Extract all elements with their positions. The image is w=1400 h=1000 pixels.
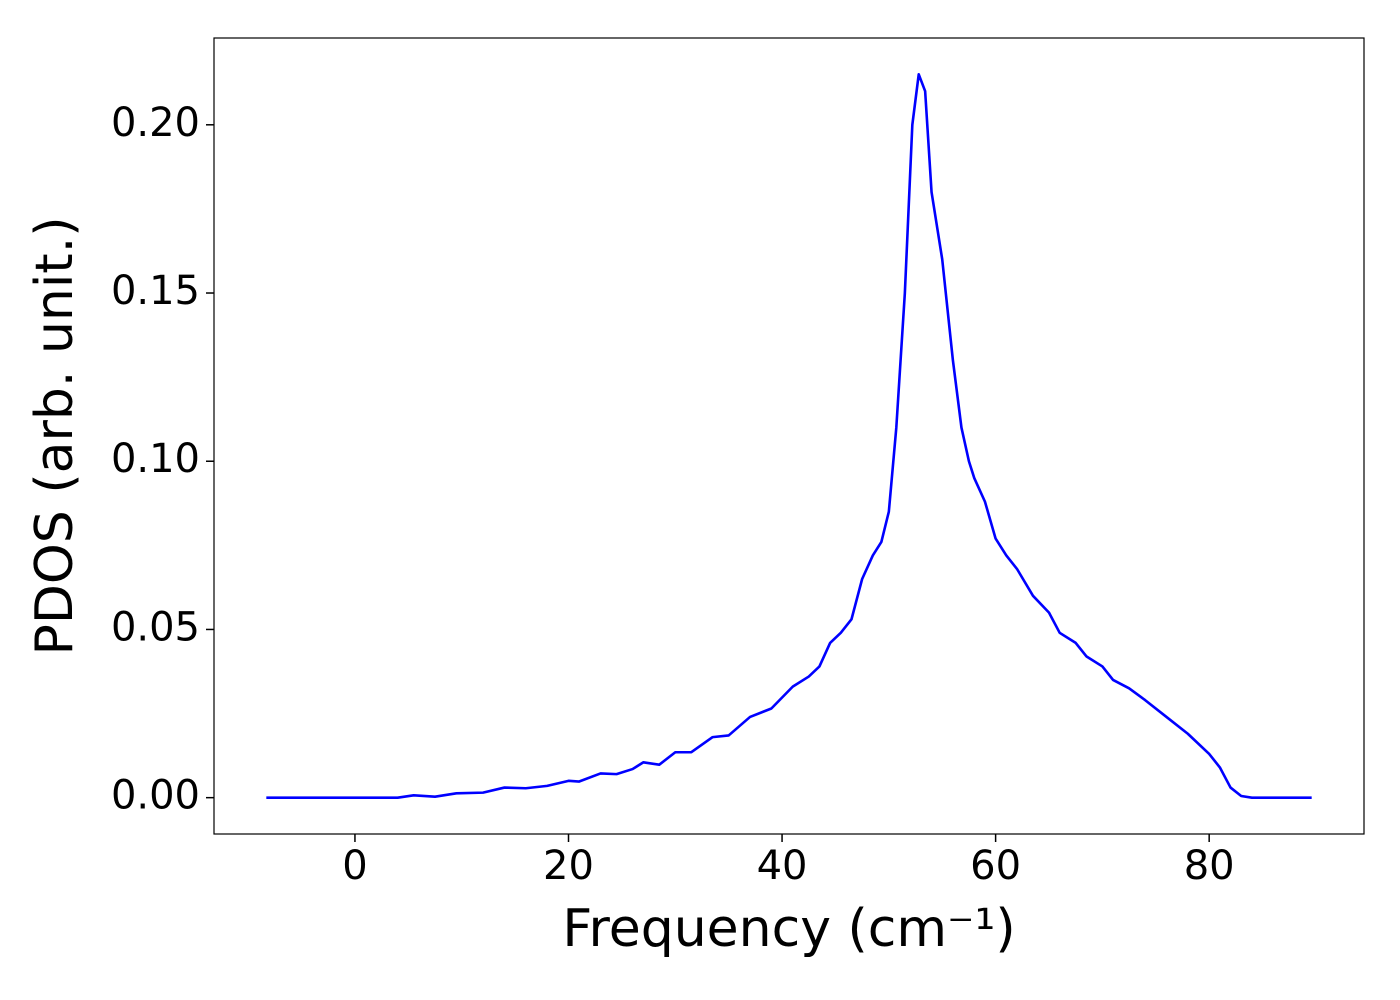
x-tick-label: 80 [1184,843,1235,889]
y-tick-label: 0.20 [111,100,200,146]
x-tick-label: 20 [543,843,594,889]
y-tick-label: 0.05 [111,604,200,650]
y-tick-label: 0.00 [111,773,200,819]
data-line [266,73,1312,799]
x-tick-label: 0 [342,843,367,889]
y-tick-label: 0.10 [111,436,200,482]
x-tick-label: 40 [757,843,808,889]
x-axis-label: Frequency (cm⁻¹) [562,899,1015,959]
y-axis-label: PDOS (arb. unit.) [25,216,85,655]
x-tick-label: 60 [970,843,1021,889]
y-tick-label: 0.15 [111,268,200,314]
plot-frame [213,37,1365,835]
